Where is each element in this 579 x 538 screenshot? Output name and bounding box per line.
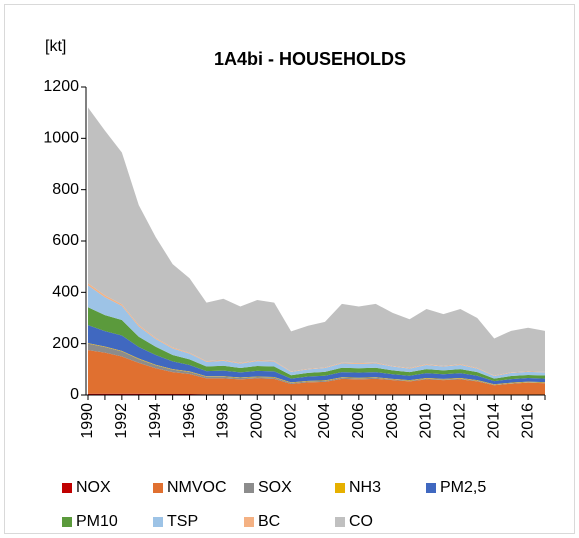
legend-label: PM10 <box>76 513 118 530</box>
legend-swatch <box>153 517 163 527</box>
x-tick-label: 2000 <box>248 403 265 439</box>
legend-swatch <box>62 483 72 493</box>
legend-label: PM2,5 <box>440 479 486 496</box>
y-tick-label: 200 <box>52 335 79 352</box>
x-tick-label: 2014 <box>485 403 502 439</box>
legend-swatch <box>244 483 254 493</box>
y-tick-label: 600 <box>52 232 79 249</box>
legend-label: SOX <box>258 479 292 496</box>
area <box>88 350 545 395</box>
legend-label: NOX <box>76 479 111 496</box>
legend-swatch <box>335 517 345 527</box>
y-tick-label: 0 <box>70 386 79 403</box>
x-tick-label: 1992 <box>113 403 130 439</box>
x-tick-label: 1994 <box>147 403 164 439</box>
area <box>88 107 545 376</box>
legend-swatch <box>426 483 436 493</box>
x-tick-label: 2004 <box>316 403 333 439</box>
legend-label: NH3 <box>349 479 381 496</box>
y-tick-label: 800 <box>52 181 79 198</box>
y-tick-label: 400 <box>52 284 79 301</box>
legend-swatch <box>244 517 254 527</box>
x-tick-label: 2008 <box>384 403 401 439</box>
x-tick-label: 2010 <box>418 403 435 439</box>
x-tick-label: 2002 <box>282 403 299 439</box>
x-tick-label: 1990 <box>79 403 96 439</box>
legend-label: CO <box>349 513 373 530</box>
legend-label: BC <box>258 513 280 530</box>
legend-swatch <box>62 517 72 527</box>
chart-title: 1A4bi - HOUSEHOLDS <box>214 49 406 69</box>
legend-label: NMVOC <box>167 479 227 496</box>
x-tick-label: 2006 <box>350 403 367 439</box>
y-tick-label: 1000 <box>43 130 79 147</box>
legend-swatch <box>335 483 345 493</box>
x-tick-label: 2016 <box>519 403 536 439</box>
y-tick-label: 1200 <box>43 78 79 95</box>
x-tick-label: 1998 <box>215 403 232 439</box>
x-tick-label: 1996 <box>181 403 198 439</box>
x-tick-label: 2012 <box>452 403 469 439</box>
y-axis-label: [kt] <box>45 38 66 55</box>
legend-label: TSP <box>167 513 198 530</box>
legend-swatch <box>153 483 163 493</box>
